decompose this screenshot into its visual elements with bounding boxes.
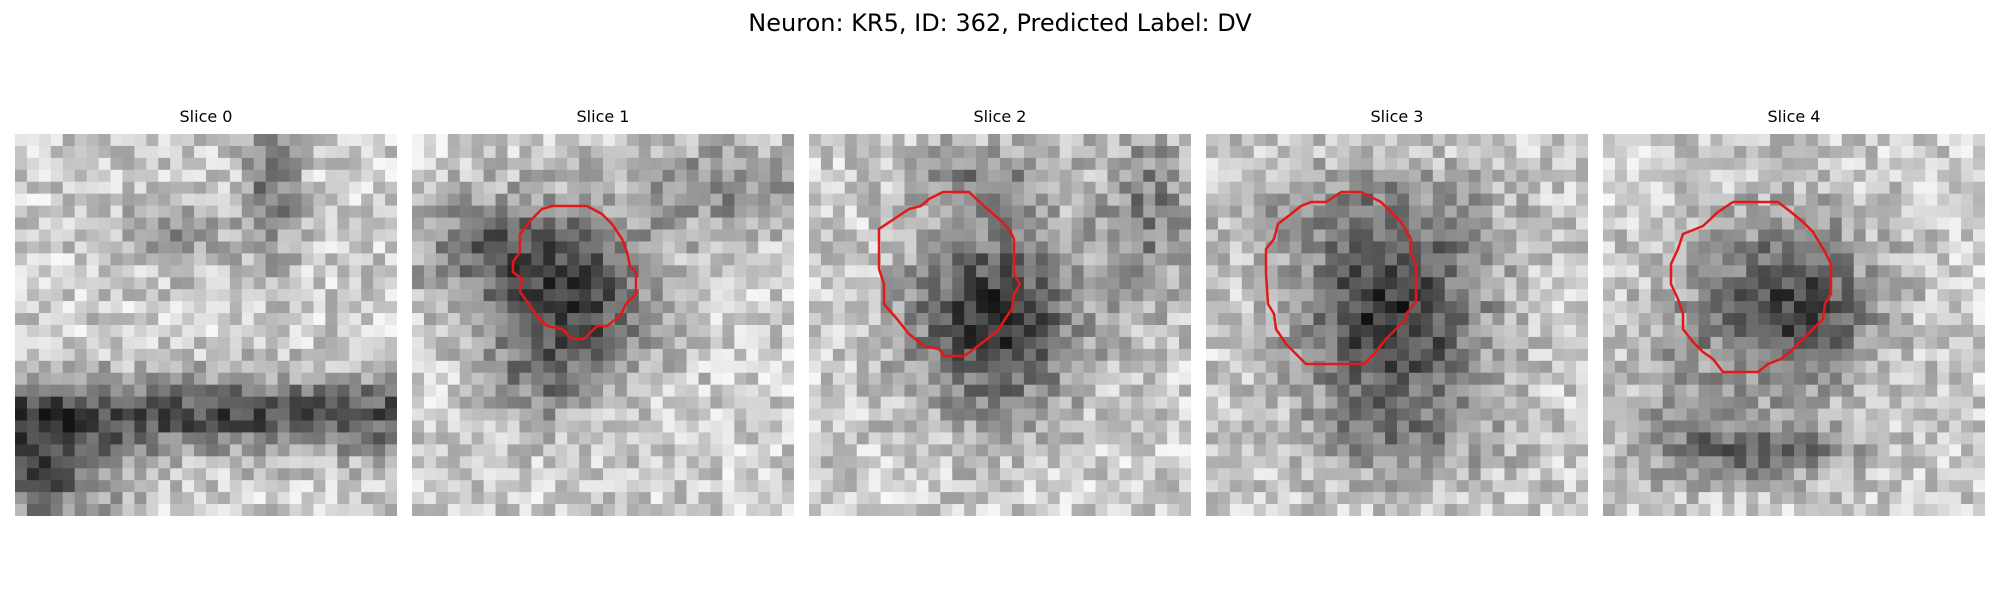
slice-image bbox=[412, 134, 794, 516]
segmentation-contour bbox=[511, 204, 638, 341]
segmentation-contour bbox=[1264, 190, 1418, 366]
slice-image bbox=[15, 134, 397, 516]
slice-image bbox=[809, 134, 1191, 516]
segmentation-contour bbox=[877, 190, 1022, 358]
segmentation-contour bbox=[1669, 200, 1833, 374]
slice-title: Slice 3 bbox=[1370, 107, 1424, 126]
slice-title: Slice 0 bbox=[179, 107, 233, 126]
slice-title: Slice 1 bbox=[576, 107, 630, 126]
slice-image bbox=[1206, 134, 1588, 516]
slice-title: Slice 2 bbox=[973, 107, 1027, 126]
slice-image bbox=[1603, 134, 1985, 516]
figure-title: Neuron: KR5, ID: 362, Predicted Label: D… bbox=[748, 9, 1252, 37]
slice-title: Slice 4 bbox=[1767, 107, 1821, 126]
